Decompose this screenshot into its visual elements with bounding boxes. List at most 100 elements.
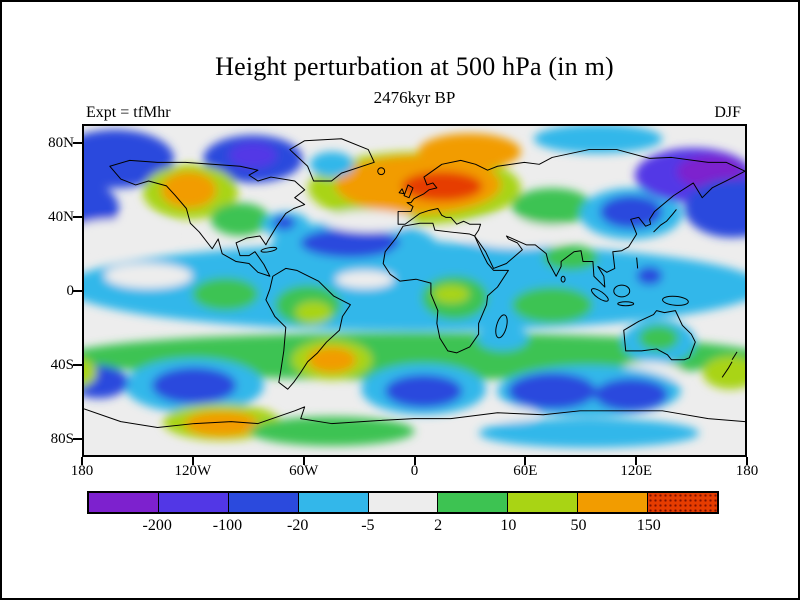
anomaly-indo-green [511,286,593,324]
colorbar-label: 50 [570,517,587,534]
colorbar-label: -5 [361,517,375,534]
y-tick-label: 40S [50,356,74,373]
y-tick-label: 80N [48,134,74,151]
x-tick-mark [81,457,83,465]
colorbar-cell [89,493,158,512]
colorbar-cell [297,493,368,512]
coast-java [617,301,635,307]
anomaly-satl-blue [385,374,463,408]
x-tick-label: 60W [289,463,319,479]
x-tick-mark [635,457,638,465]
coast-greenland [289,138,375,182]
colorbar-cell [507,493,578,512]
colorbar-label: -200 [142,517,172,534]
coast-antarctica [84,406,745,428]
anomaly-mideast-white [460,219,571,249]
anomaly-spac-blue [151,367,237,404]
colorbar-cell [157,493,228,512]
coast-ireland [398,188,405,195]
anomaly-polar-orange-arm [418,133,521,170]
coast-sumatra [590,288,609,302]
y-tick-label: 40N [48,208,74,225]
coast-borneo [613,284,631,298]
x-tick-mark [413,457,416,465]
anomaly-sam-orange [308,347,356,373]
anomaly-ant-white-spot [493,407,538,423]
y-tick-mark [73,289,82,292]
season-label: DJF [714,104,741,121]
anomaly-cpac-white [104,263,193,289]
x-tick-mark [302,457,305,465]
anomaly-samer-ygreen-core [295,301,332,324]
anomaly-ant-green-left [249,416,415,446]
coast-iceland [377,167,386,176]
colorbar-label: 2 [434,517,443,534]
contour-field [84,126,745,448]
y-tick-label: 80S [50,430,74,447]
coast-south-america [265,267,351,390]
anomaly-sind-subtrop-cyan [476,325,529,351]
x-tick-label: 180 [735,463,759,479]
colorbar-label: 10 [500,517,517,534]
coast-eurasia [397,149,745,288]
map-frame [82,124,747,457]
experiment-label: Expt = tfMhr [86,104,171,121]
y-tick-mark [73,141,82,144]
anomaly-ant-cyan-right [478,418,700,448]
coastlines [84,138,745,428]
anomaly-casia-green [511,188,593,225]
x-tick-label: 0 [410,463,419,479]
coast-sri-lanka [560,275,566,283]
anomaly-epac-green [192,277,259,311]
colorbar-cell [577,493,648,512]
colorbar-label: -100 [212,517,243,534]
anomaly-arctic-cyan [533,126,663,154]
anomaly-np-left-blue [84,129,174,189]
anomaly-cna-green [210,202,270,236]
x-tick-label: 120E [620,463,652,479]
colorbar-cell [367,493,438,512]
x-tick-mark [746,457,748,465]
colorbar-cell [647,493,718,512]
coast-africa [382,222,509,354]
anomaly-nz-wrap-ygreen [84,358,97,387]
coast-australia [623,310,696,361]
anomaly-wna-orange [161,171,217,209]
anomaly-hudson-core-violet [229,142,277,169]
coast-cuba [260,246,278,253]
colorbar-label: 150 [636,517,661,534]
anomaly-subatl-blue [300,228,400,258]
y-tick-mark [73,215,82,218]
anomaly-eus-blue [273,215,296,231]
coast-britain [403,184,414,199]
anomaly-greenland-cyan [309,151,354,178]
map-plot [84,126,745,455]
y-tick-label: 0 [66,282,75,299]
anomaly-nafr-cyan [388,241,470,267]
plot-subtitle: 2476kyr BP [373,88,456,107]
x-tick-label: 180 [70,463,94,479]
plot-title: Height perturbation at 500 hPa (in m) [215,52,614,81]
colorbar-cell [227,493,298,512]
coast-philippines [636,257,639,269]
anomaly-india-green [543,244,599,271]
anomaly-aus-green [638,325,679,351]
anomaly-easia-blue [599,195,663,229]
anomaly-africa-ygreen-core [432,285,470,304]
coast-north-america [109,159,306,277]
coast-japan [653,209,677,233]
anomaly-sind-blue-e [594,378,668,412]
anomaly-sind-blue-w [508,372,597,410]
anomaly-nz-ygreen [702,356,745,390]
colorbar-cell [437,493,508,512]
anomaly-europe-red-core [401,171,483,201]
x-tick-mark [191,457,194,465]
anomaly-ant-orange [184,411,259,437]
coast-new-guinea [662,295,689,306]
anomaly-atl-eq-white [335,270,395,289]
anomaly-natl-white-band [324,210,413,233]
y-tick-mark [73,437,82,440]
x-tick-mark [524,457,527,465]
y-tick-mark [73,363,82,366]
